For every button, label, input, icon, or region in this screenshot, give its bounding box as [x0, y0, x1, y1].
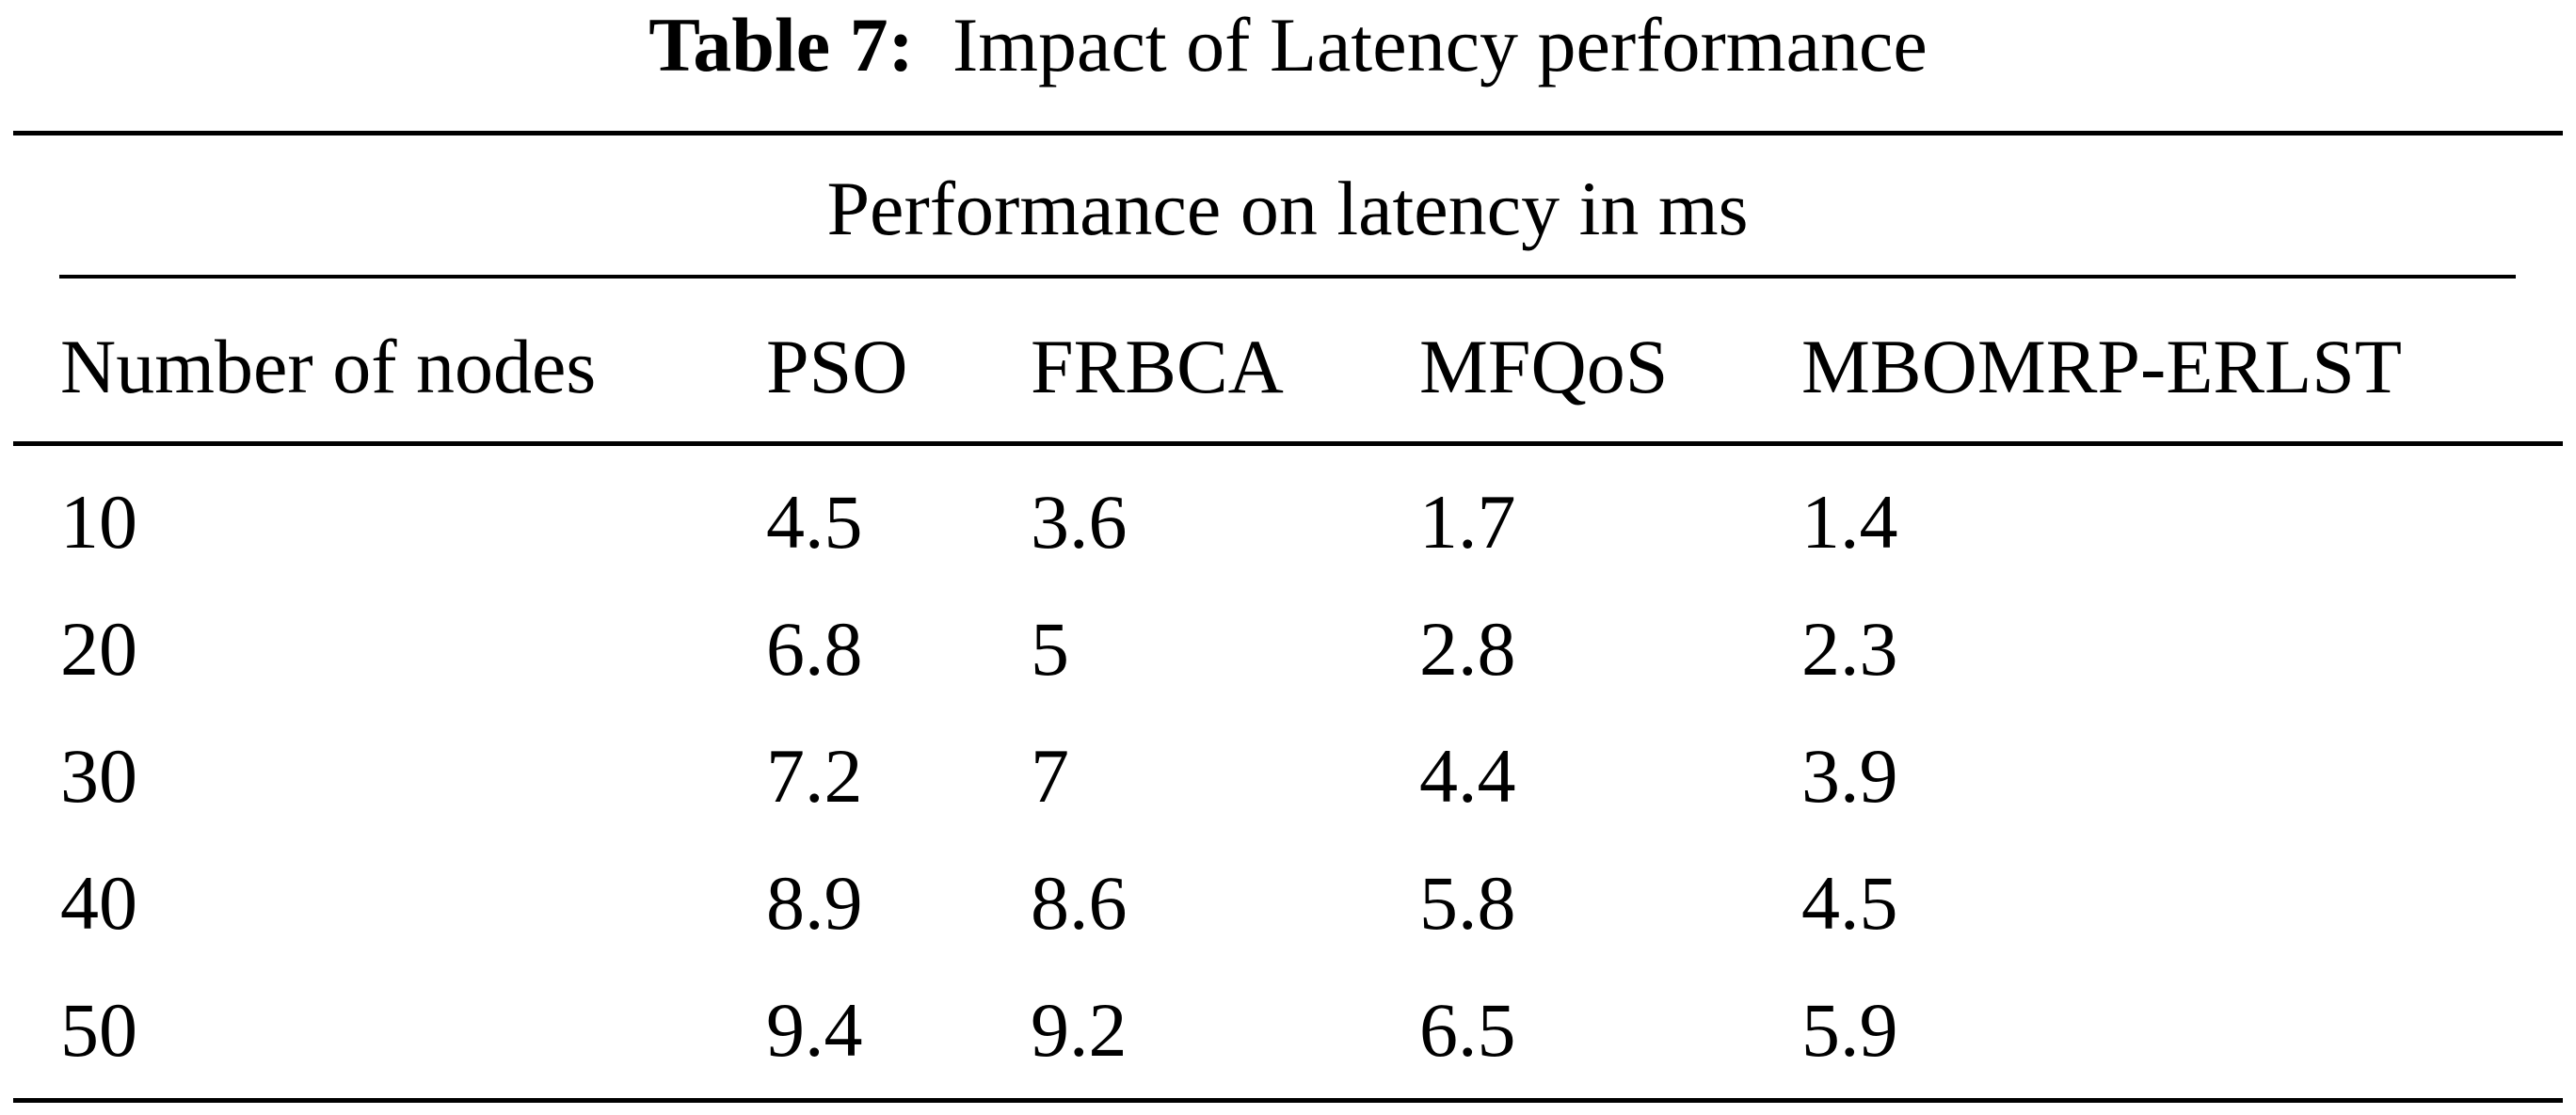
table-cell: 2.8 — [1419, 606, 1516, 692]
column-header-mbomrp-erlst: MBOMRP-ERLST — [1801, 324, 2402, 409]
table-cell: 1.7 — [1419, 479, 1516, 565]
column-header-frbca: FRBCA — [1031, 324, 1284, 409]
table-caption-text: Impact of Latency performance — [952, 2, 1928, 88]
table-cell: 5.9 — [1801, 987, 1898, 1073]
table-cell: 3.9 — [1801, 733, 1898, 819]
table-cell: 3.6 — [1031, 479, 1128, 565]
table-cell: 20 — [60, 606, 137, 692]
column-header-pso: PSO — [766, 324, 908, 409]
column-header-number-of-nodes: Number of nodes — [60, 324, 597, 409]
table-cell: 9.2 — [1031, 987, 1128, 1073]
table-cell: 7.2 — [766, 733, 863, 819]
table-caption-label: Table 7: — [648, 2, 914, 88]
table-cell: 8.6 — [1031, 860, 1128, 946]
table-cell: 1.4 — [1801, 479, 1898, 565]
table-caption: Table 7: Impact of Latency performance — [0, 0, 2576, 104]
table-cell: 50 — [60, 987, 137, 1073]
table-cell: 40 — [60, 860, 137, 946]
group-header: Performance on latency in ms — [826, 166, 1749, 251]
table-cell: 7 — [1031, 733, 1069, 819]
top-rule — [13, 131, 2563, 135]
table-cell: 5.8 — [1419, 860, 1516, 946]
table-cell: 4.5 — [766, 479, 863, 565]
table-cell: 8.9 — [766, 860, 863, 946]
table-cell: 5 — [1031, 606, 1069, 692]
group-header-rule — [59, 275, 2516, 279]
table-cell: 2.3 — [1801, 606, 1898, 692]
header-rule — [13, 441, 2563, 446]
bottom-rule — [13, 1098, 2563, 1103]
table-cell: 6.8 — [766, 606, 863, 692]
table-cell: 6.5 — [1419, 987, 1516, 1073]
table-cell: 10 — [60, 479, 137, 565]
table-cell: 9.4 — [766, 987, 863, 1073]
table-cell: 30 — [60, 733, 137, 819]
column-header-mfqos: MFQoS — [1419, 324, 1669, 409]
table-cell: 4.5 — [1801, 860, 1898, 946]
table-cell: 4.4 — [1419, 733, 1516, 819]
